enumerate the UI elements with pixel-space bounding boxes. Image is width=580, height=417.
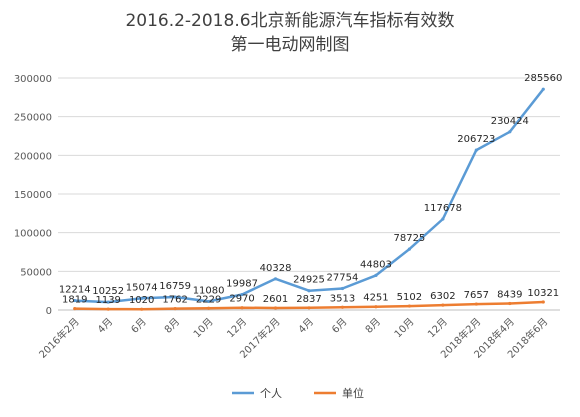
data-label: 40328 [260,263,292,274]
data-label: 19987 [226,279,258,290]
y-tick-label: 0 [46,306,52,317]
data-point [340,305,345,309]
data-point [207,306,211,310]
data-point [140,307,144,311]
data-label: 1020 [129,295,154,306]
data-point [207,299,211,304]
data-label: 7657 [464,290,489,301]
data-point [273,306,278,310]
data-label: 78725 [393,233,425,244]
data-label: 5102 [397,292,422,303]
data-point [541,87,545,91]
data-label: 117678 [424,203,462,214]
data-label: 2970 [229,294,254,305]
data-label: 10252 [92,286,124,297]
grid-layer [58,77,560,311]
x-tick-label: 10月 [191,316,216,341]
data-label: 4251 [363,293,388,304]
data-point [508,130,512,134]
data-label: 16759 [159,281,191,292]
data-point [474,148,478,152]
data-label: 8439 [497,289,522,300]
data-point [441,303,445,307]
y-tick-label: 200000 [14,151,52,162]
y-tick-label: 50000 [20,267,52,278]
chart-title: 2016.2-2018.6北京新能源汽车指标有效数 [125,11,454,31]
data-label: 3513 [330,293,355,304]
data-point [106,307,110,311]
x-tick-label: 4月 [296,316,316,336]
data-label: 44803 [360,259,392,270]
data-point [240,292,244,297]
data-point [240,306,244,310]
x-tick-label: 8月 [162,316,182,336]
data-point [173,307,177,311]
data-label: 206723 [457,134,495,145]
data-label: 15074 [126,282,158,293]
x-tick-label: 6月 [129,316,149,336]
legend-label: 个人 [260,387,282,400]
data-label: 11080 [193,285,225,296]
data-point [441,217,445,221]
data-point [374,305,378,309]
data-labels: 12214 10252 15074 16759 11080199874032824925… [59,73,563,306]
data-label: 12214 [59,285,91,296]
data-point [374,273,378,277]
series-line-1 [73,87,545,304]
series-layer [73,87,545,311]
data-point [173,295,177,299]
data-label: 10321 [527,288,559,299]
legend-label: 单位 [342,386,364,400]
data-label: 230424 [491,116,529,127]
y-axis-ticks: 0 50000 100000 150000 200000 250000 300000 [14,74,52,317]
data-label: 285560 [524,73,562,84]
data-point [407,247,411,251]
data-point [73,298,77,303]
y-tick-label: 300000 [14,74,52,85]
data-point [106,300,110,304]
data-label: 2229 [196,294,221,305]
data-label: 6302 [430,291,455,302]
data-point [307,306,311,310]
chart-subtitle: 第一电动网制图 [231,35,350,55]
x-tick-label: 12月 [225,316,250,341]
data-point [273,277,278,281]
y-tick-label: 150000 [14,190,52,201]
data-label: 27754 [327,273,359,284]
data-point [407,304,411,308]
data-point [307,289,311,293]
x-tick-label: 8月 [363,316,383,336]
x-tick-label: 12月 [425,316,450,341]
data-point [140,296,144,300]
data-point [340,286,345,291]
data-label: 2837 [296,294,321,305]
x-tick-label: 2016年2月 [36,315,82,361]
y-tick-label: 250000 [14,113,52,124]
data-point [541,300,545,304]
x-tick-label: 4月 [95,316,115,336]
data-label: 24925 [293,275,325,286]
x-tick-label: 10月 [392,316,417,341]
data-point [474,302,478,306]
x-tick-label: 6月 [330,316,350,336]
data-label: 1762 [162,295,187,306]
y-tick-label: 100000 [14,229,52,240]
data-label: 2601 [263,294,288,305]
data-point [73,306,77,311]
data-label: 1139 [95,295,120,306]
data-point [508,301,512,306]
legend: 个人 单位 [232,386,364,400]
data-label: 1819 [62,295,87,306]
